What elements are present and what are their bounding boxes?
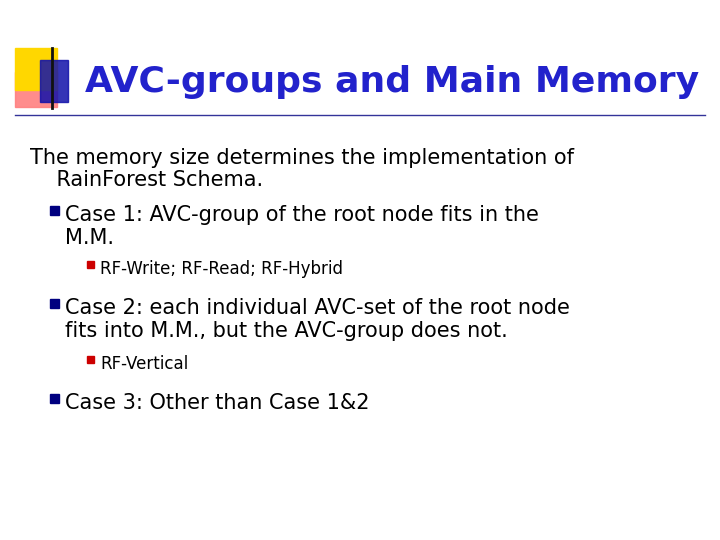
- Text: M.M.: M.M.: [65, 228, 114, 248]
- Text: RainForest Schema.: RainForest Schema.: [30, 170, 263, 190]
- Bar: [15, 72, 57, 107]
- Bar: [40, 60, 68, 102]
- Bar: [87, 356, 94, 363]
- Text: Case 1: AVC-group of the root node fits in the: Case 1: AVC-group of the root node fits …: [65, 205, 539, 225]
- Bar: [50, 299, 59, 308]
- Text: Case 3: Other than Case 1&2: Case 3: Other than Case 1&2: [65, 393, 369, 413]
- Bar: [50, 394, 59, 403]
- Text: RF-Vertical: RF-Vertical: [100, 355, 188, 373]
- Text: Case 2: each individual AVC-set of the root node: Case 2: each individual AVC-set of the r…: [65, 298, 570, 318]
- Bar: [87, 261, 94, 268]
- Bar: [50, 206, 59, 215]
- Text: AVC-groups and Main Memory: AVC-groups and Main Memory: [85, 65, 699, 99]
- Text: fits into M.M., but the AVC-group does not.: fits into M.M., but the AVC-group does n…: [65, 321, 508, 341]
- Text: The memory size determines the implementation of: The memory size determines the implement…: [30, 148, 574, 168]
- Bar: [15, 48, 57, 90]
- Text: RF-Write; RF-Read; RF-Hybrid: RF-Write; RF-Read; RF-Hybrid: [100, 260, 343, 278]
